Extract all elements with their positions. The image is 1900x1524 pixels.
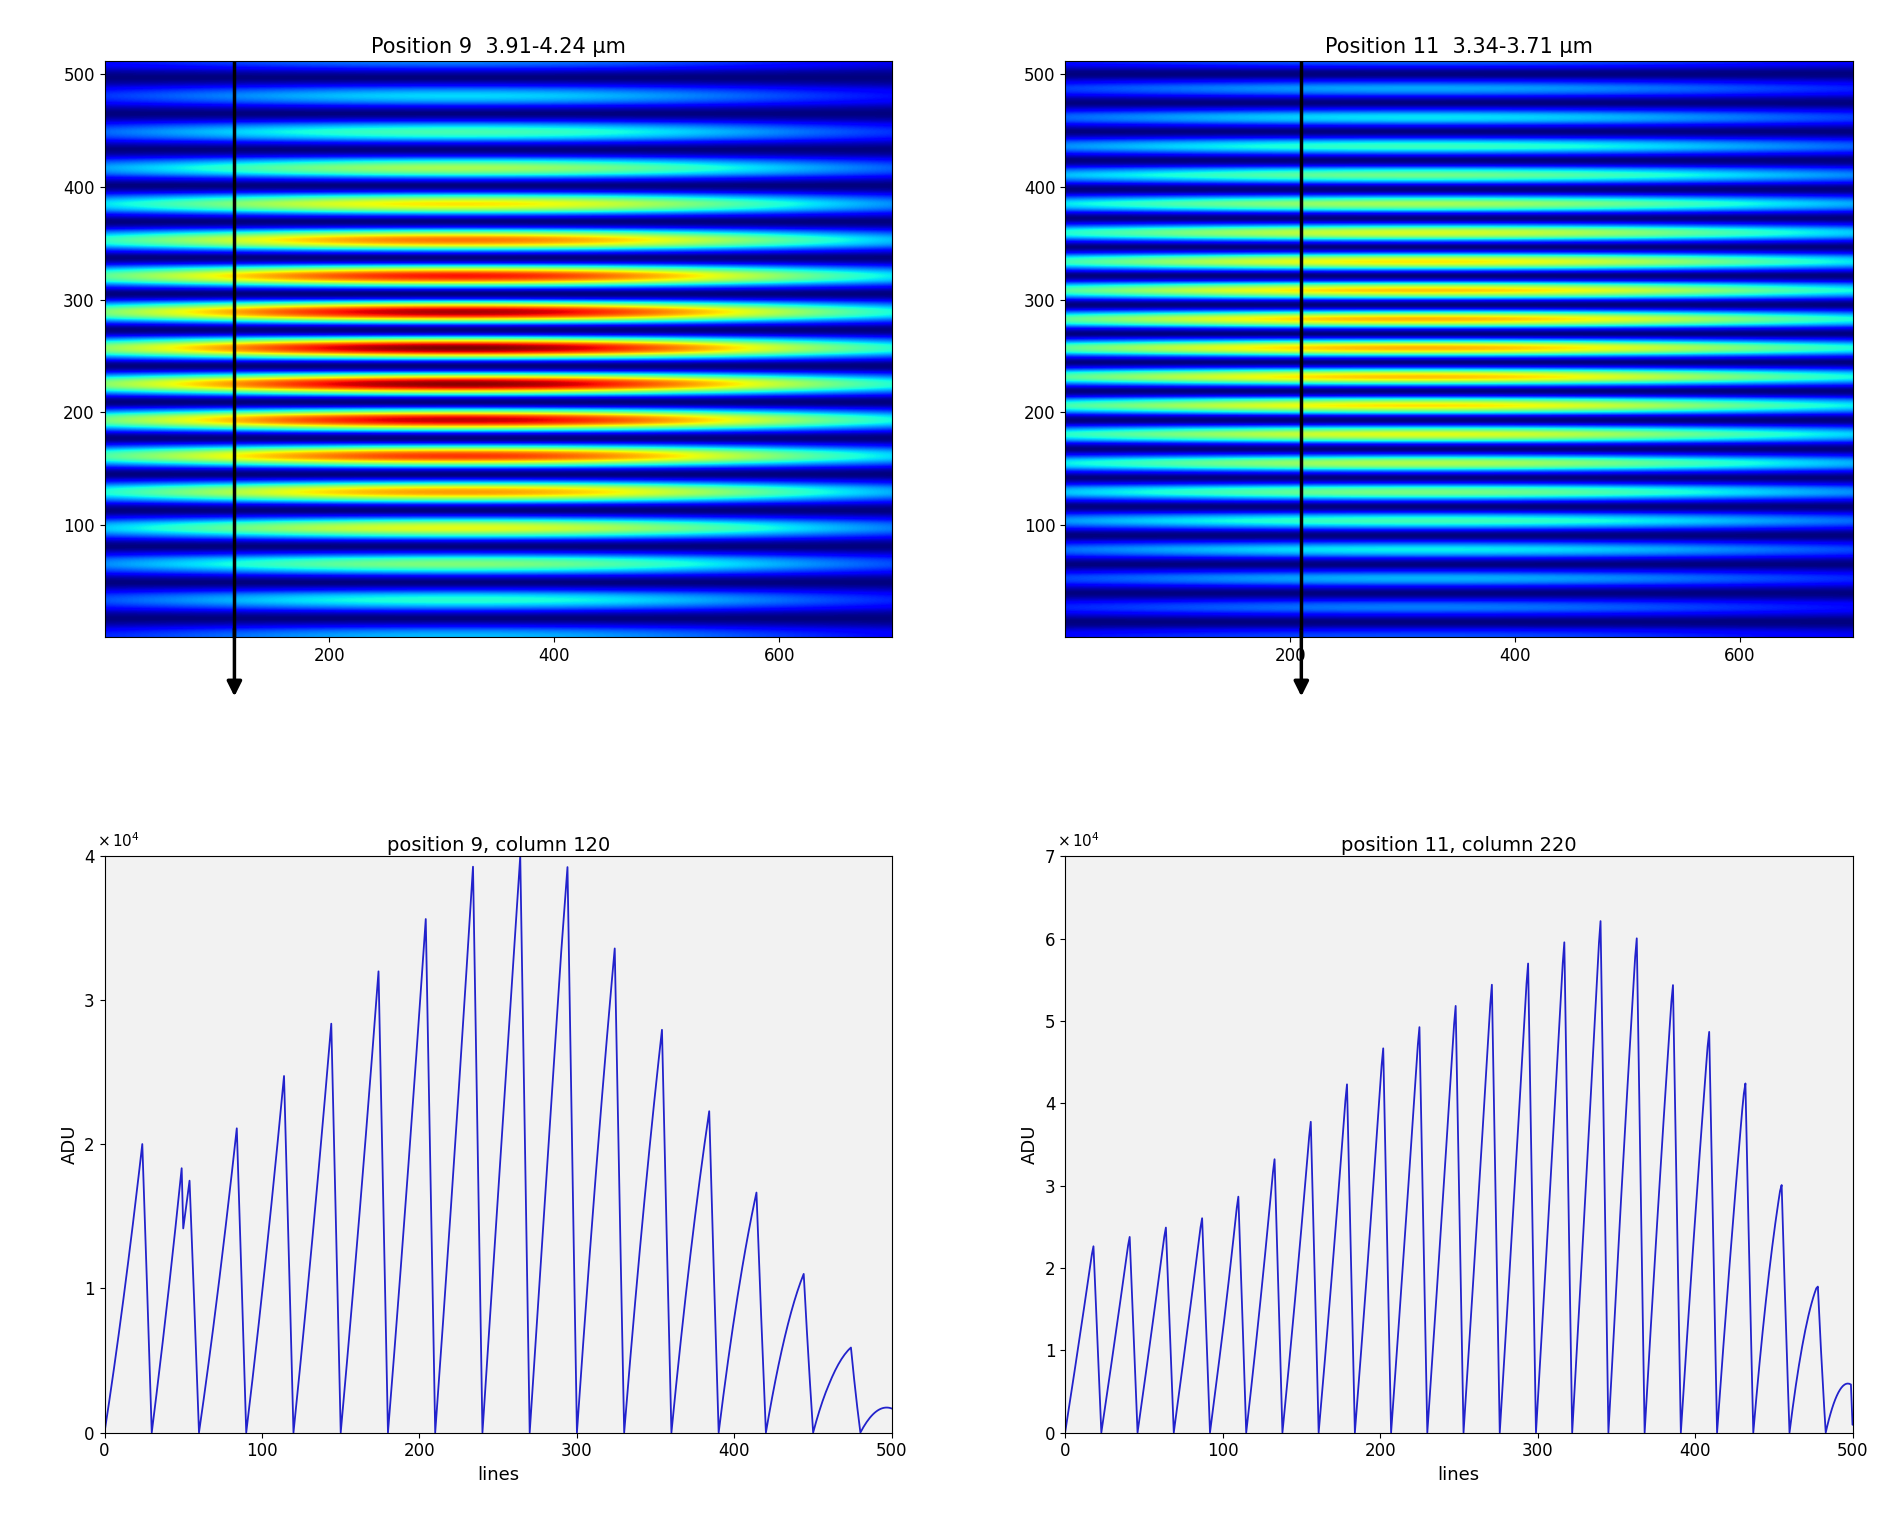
- Y-axis label: ADU: ADU: [1020, 1125, 1039, 1164]
- X-axis label: lines: lines: [477, 1466, 519, 1484]
- X-axis label: lines: lines: [1438, 1466, 1480, 1484]
- Title: position 11, column 220: position 11, column 220: [1341, 835, 1577, 855]
- Y-axis label: ADU: ADU: [61, 1125, 78, 1164]
- Title: Position 9  3.91-4.24 μm: Position 9 3.91-4.24 μm: [370, 37, 625, 56]
- Text: $\times\,10^4$: $\times\,10^4$: [1056, 832, 1100, 850]
- Text: $\times\,10^4$: $\times\,10^4$: [97, 832, 139, 850]
- Title: Position 11  3.34-3.71 μm: Position 11 3.34-3.71 μm: [1324, 37, 1592, 56]
- Title: position 9, column 120: position 9, column 120: [386, 835, 610, 855]
